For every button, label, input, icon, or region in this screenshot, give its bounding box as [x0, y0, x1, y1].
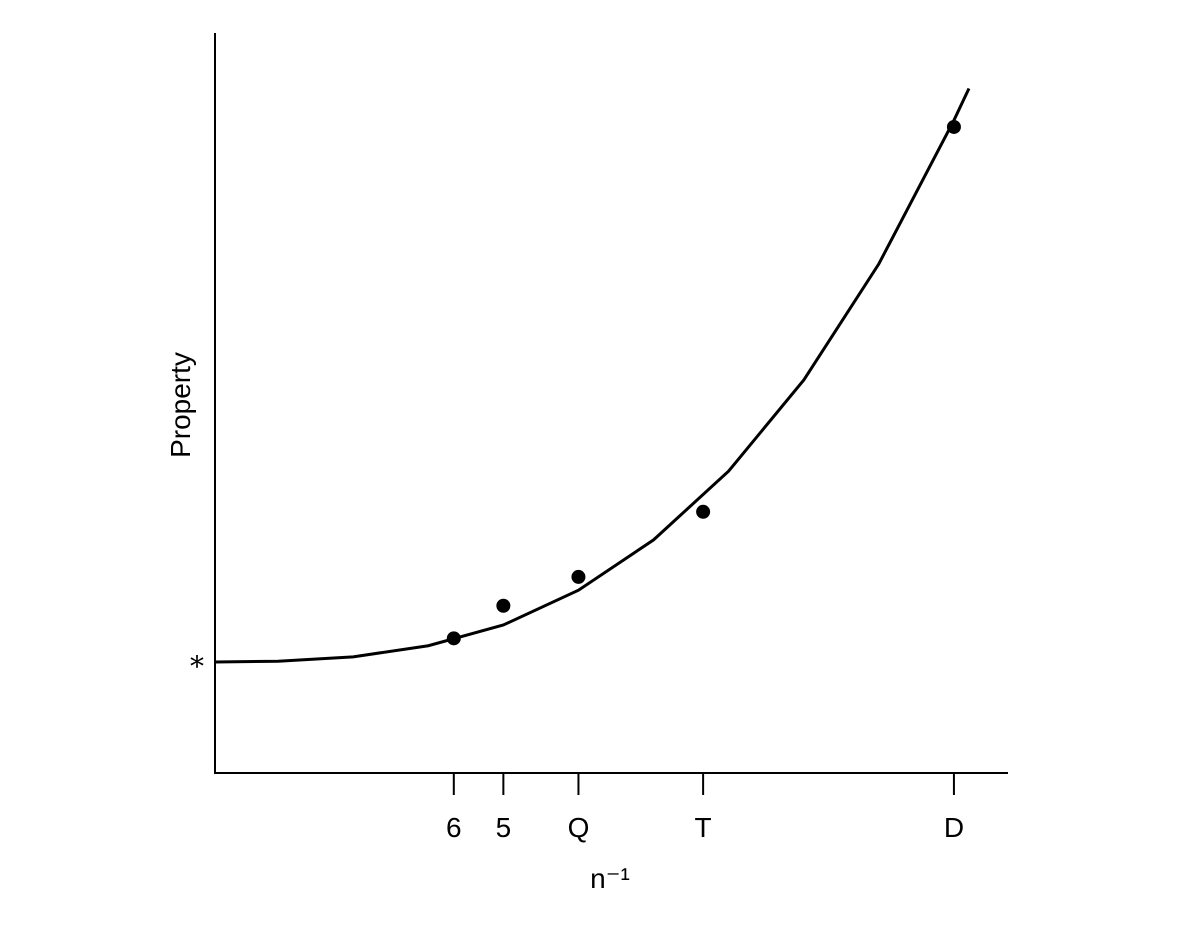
data-point	[571, 569, 586, 584]
data-point	[946, 119, 961, 134]
x-tick-label: 6	[446, 812, 462, 843]
x-tick-label: T	[695, 812, 712, 843]
x-axis-label: n⁻¹	[590, 863, 630, 894]
x-tick-label: D	[944, 812, 964, 843]
x-tick-label: 5	[496, 812, 512, 843]
x-tick-label: Q	[568, 812, 590, 843]
data-point	[446, 631, 461, 646]
data-point	[496, 598, 511, 613]
y-tick-label: *	[190, 650, 204, 683]
fit-curve	[214, 87, 971, 664]
y-axis-label: Property	[165, 352, 196, 458]
data-point	[696, 504, 711, 519]
